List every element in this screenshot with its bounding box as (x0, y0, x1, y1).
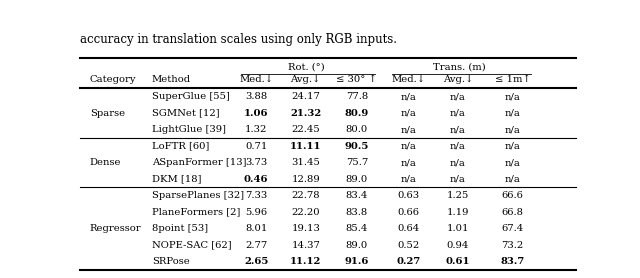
Text: 12.89: 12.89 (291, 175, 320, 184)
Text: LoFTR [60]: LoFTR [60] (152, 142, 209, 151)
Text: ≤ 1m↑: ≤ 1m↑ (495, 75, 531, 84)
Text: Trans. (m): Trans. (m) (433, 63, 486, 72)
Text: n/a: n/a (450, 142, 466, 151)
Text: LightGlue [39]: LightGlue [39] (152, 125, 226, 134)
Text: Dense: Dense (90, 158, 122, 167)
Text: 90.5: 90.5 (344, 142, 369, 151)
Text: 1.01: 1.01 (447, 224, 469, 233)
Text: n/a: n/a (504, 158, 520, 167)
Text: Regressor: Regressor (90, 224, 141, 233)
Text: 21.32: 21.32 (290, 109, 321, 118)
Text: n/a: n/a (401, 142, 416, 151)
Text: 85.4: 85.4 (346, 224, 368, 233)
Text: 66.6: 66.6 (502, 191, 524, 200)
Text: Med.↓: Med.↓ (391, 75, 426, 84)
Text: 24.17: 24.17 (291, 92, 320, 101)
Text: 0.63: 0.63 (397, 191, 419, 200)
Text: SRPose: SRPose (152, 257, 189, 266)
Text: n/a: n/a (504, 109, 520, 118)
Text: 2.65: 2.65 (244, 257, 268, 266)
Text: n/a: n/a (450, 125, 466, 134)
Text: n/a: n/a (504, 125, 520, 134)
Text: 2.77: 2.77 (245, 240, 268, 250)
Text: SparsePlanes [32]: SparsePlanes [32] (152, 191, 244, 200)
Text: SuperGlue [55]: SuperGlue [55] (152, 92, 230, 101)
Text: n/a: n/a (504, 142, 520, 151)
Text: n/a: n/a (450, 92, 466, 101)
Text: 8point [53]: 8point [53] (152, 224, 208, 233)
Text: 11.11: 11.11 (290, 142, 321, 151)
Text: 22.45: 22.45 (291, 125, 320, 134)
Text: 80.9: 80.9 (345, 109, 369, 118)
Text: ≤ 30° ↑: ≤ 30° ↑ (337, 75, 377, 84)
Text: 5.96: 5.96 (245, 208, 267, 217)
Text: 3.88: 3.88 (245, 92, 268, 101)
Text: PlaneFormers [2]: PlaneFormers [2] (152, 208, 240, 217)
Text: 75.7: 75.7 (346, 158, 368, 167)
Text: n/a: n/a (401, 109, 416, 118)
Text: Med.↓: Med.↓ (239, 75, 273, 84)
Text: 0.71: 0.71 (245, 142, 268, 151)
Text: Avg.↓: Avg.↓ (291, 75, 321, 84)
Text: 8.01: 8.01 (245, 224, 268, 233)
Text: n/a: n/a (401, 158, 416, 167)
Text: 1.32: 1.32 (245, 125, 268, 134)
Text: 0.64: 0.64 (397, 224, 419, 233)
Text: 0.27: 0.27 (396, 257, 420, 266)
Text: Method: Method (152, 75, 191, 84)
Text: 77.8: 77.8 (346, 92, 368, 101)
Text: 89.0: 89.0 (346, 240, 368, 250)
Text: n/a: n/a (450, 175, 466, 184)
Text: NOPE-SAC [62]: NOPE-SAC [62] (152, 240, 232, 250)
Text: n/a: n/a (450, 109, 466, 118)
Text: 83.4: 83.4 (346, 191, 368, 200)
Text: Sparse: Sparse (90, 109, 125, 118)
Text: 14.37: 14.37 (291, 240, 320, 250)
Text: 1.19: 1.19 (447, 208, 469, 217)
Text: accuracy in translation scales using only RGB inputs.: accuracy in translation scales using onl… (80, 33, 397, 46)
Text: DKM [18]: DKM [18] (152, 175, 202, 184)
Text: n/a: n/a (504, 175, 520, 184)
Text: Rot. (°): Rot. (°) (288, 63, 324, 72)
Text: 0.66: 0.66 (397, 208, 419, 217)
Text: 7.33: 7.33 (245, 191, 268, 200)
Text: 1.25: 1.25 (447, 191, 469, 200)
Text: 0.52: 0.52 (397, 240, 419, 250)
Text: Avg.↓: Avg.↓ (443, 75, 473, 84)
Text: 89.0: 89.0 (346, 175, 368, 184)
Text: n/a: n/a (401, 175, 416, 184)
Text: 0.94: 0.94 (447, 240, 469, 250)
Text: n/a: n/a (450, 158, 466, 167)
Text: 83.8: 83.8 (346, 208, 368, 217)
Text: n/a: n/a (401, 92, 416, 101)
Text: 1.06: 1.06 (244, 109, 268, 118)
Text: 0.61: 0.61 (445, 257, 470, 266)
Text: 73.2: 73.2 (501, 240, 524, 250)
Text: 91.6: 91.6 (344, 257, 369, 266)
Text: 83.7: 83.7 (500, 257, 525, 266)
Text: 22.78: 22.78 (291, 191, 320, 200)
Text: Category: Category (90, 75, 136, 84)
Text: 0.46: 0.46 (244, 175, 268, 184)
Text: 3.73: 3.73 (245, 158, 268, 167)
Text: 22.20: 22.20 (291, 208, 320, 217)
Text: 66.8: 66.8 (502, 208, 524, 217)
Text: n/a: n/a (401, 125, 416, 134)
Text: 19.13: 19.13 (291, 224, 320, 233)
Text: 31.45: 31.45 (291, 158, 320, 167)
Text: 11.12: 11.12 (290, 257, 321, 266)
Text: 67.4: 67.4 (501, 224, 524, 233)
Text: n/a: n/a (504, 92, 520, 101)
Text: ASpanFormer [13]: ASpanFormer [13] (152, 158, 246, 167)
Text: SGMNet [12]: SGMNet [12] (152, 109, 220, 118)
Text: 80.0: 80.0 (346, 125, 368, 134)
